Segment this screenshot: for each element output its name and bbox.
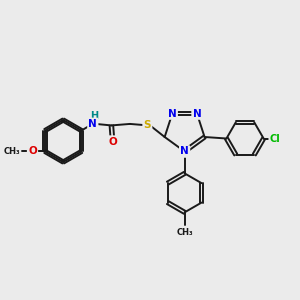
Text: O: O <box>108 136 117 147</box>
Text: N: N <box>88 119 97 129</box>
Text: H: H <box>90 111 98 122</box>
Text: Cl: Cl <box>270 134 280 143</box>
Text: N: N <box>193 109 201 118</box>
Text: O: O <box>28 146 37 157</box>
Text: S: S <box>144 120 151 130</box>
Text: CH₃: CH₃ <box>176 228 193 237</box>
Text: N: N <box>168 109 177 118</box>
Text: CH₃: CH₃ <box>4 147 20 156</box>
Text: N: N <box>180 146 189 157</box>
